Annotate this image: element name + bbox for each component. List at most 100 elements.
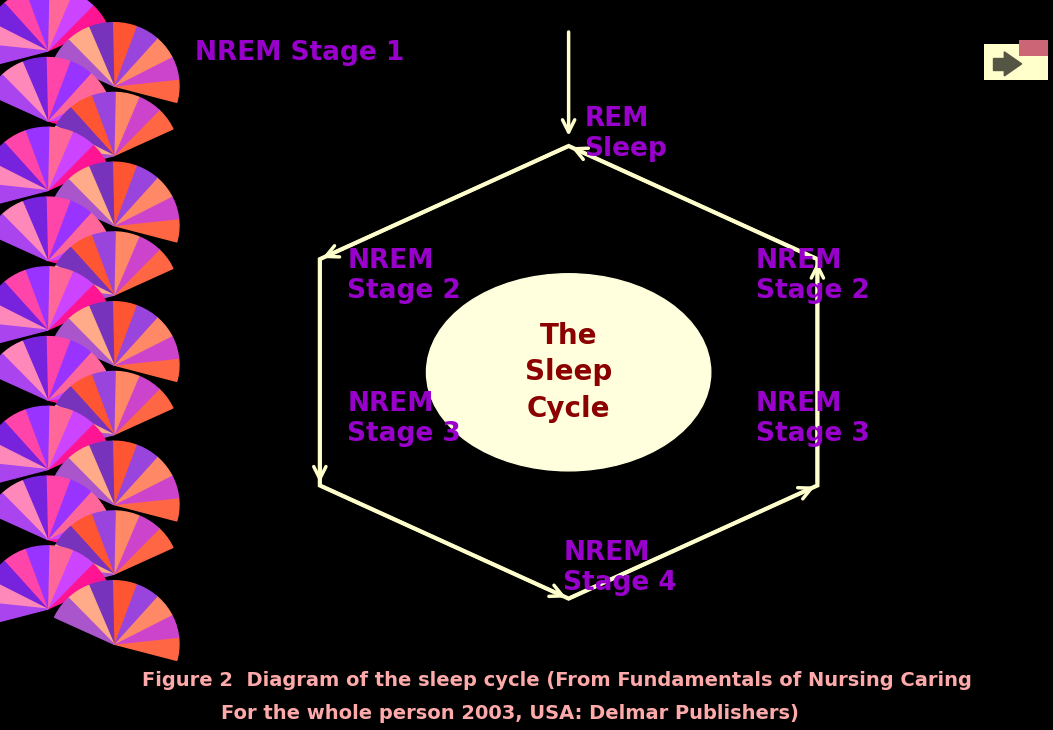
Polygon shape bbox=[56, 108, 114, 155]
Polygon shape bbox=[114, 358, 179, 381]
Polygon shape bbox=[46, 58, 69, 121]
FancyBboxPatch shape bbox=[985, 44, 1048, 80]
Polygon shape bbox=[47, 266, 73, 330]
Polygon shape bbox=[114, 232, 139, 295]
Text: REM
Sleep: REM Sleep bbox=[584, 106, 668, 162]
Text: Figure 2  Diagram of the sleep cycle (From Fundamentals of Nursing Caring: Figure 2 Diagram of the sleep cycle (Fro… bbox=[142, 671, 972, 690]
Polygon shape bbox=[55, 180, 114, 226]
Polygon shape bbox=[0, 493, 47, 539]
Polygon shape bbox=[47, 272, 93, 330]
Polygon shape bbox=[0, 161, 47, 191]
Polygon shape bbox=[0, 184, 47, 207]
Polygon shape bbox=[25, 546, 48, 609]
Polygon shape bbox=[47, 550, 93, 609]
Polygon shape bbox=[0, 463, 47, 486]
Polygon shape bbox=[4, 410, 47, 469]
Polygon shape bbox=[114, 336, 179, 365]
Polygon shape bbox=[2, 201, 47, 261]
Polygon shape bbox=[47, 127, 73, 191]
Polygon shape bbox=[55, 319, 114, 365]
Polygon shape bbox=[4, 131, 47, 191]
Polygon shape bbox=[47, 114, 113, 137]
Polygon shape bbox=[68, 585, 114, 644]
Polygon shape bbox=[114, 596, 172, 644]
Polygon shape bbox=[48, 405, 114, 435]
Polygon shape bbox=[47, 61, 91, 121]
Polygon shape bbox=[1005, 52, 1021, 76]
Polygon shape bbox=[47, 353, 105, 400]
Polygon shape bbox=[114, 457, 172, 504]
Polygon shape bbox=[2, 481, 47, 539]
Polygon shape bbox=[114, 372, 139, 435]
Polygon shape bbox=[113, 301, 136, 365]
Polygon shape bbox=[92, 511, 115, 575]
FancyBboxPatch shape bbox=[1018, 39, 1048, 56]
Polygon shape bbox=[68, 167, 114, 226]
Polygon shape bbox=[2, 62, 47, 121]
Polygon shape bbox=[48, 567, 114, 591]
Polygon shape bbox=[114, 445, 157, 504]
Polygon shape bbox=[0, 75, 47, 121]
Polygon shape bbox=[47, 532, 113, 556]
Polygon shape bbox=[114, 250, 173, 295]
Polygon shape bbox=[47, 73, 105, 121]
Polygon shape bbox=[113, 23, 136, 86]
Polygon shape bbox=[114, 637, 179, 661]
Polygon shape bbox=[47, 0, 93, 51]
Polygon shape bbox=[113, 162, 136, 226]
Polygon shape bbox=[88, 301, 114, 365]
Polygon shape bbox=[88, 580, 114, 644]
Polygon shape bbox=[68, 28, 114, 86]
Polygon shape bbox=[0, 45, 47, 67]
Polygon shape bbox=[68, 307, 114, 365]
Polygon shape bbox=[22, 197, 47, 261]
Polygon shape bbox=[25, 407, 48, 469]
Polygon shape bbox=[47, 546, 73, 609]
Polygon shape bbox=[114, 318, 172, 365]
Polygon shape bbox=[47, 132, 93, 191]
Polygon shape bbox=[55, 40, 114, 86]
Polygon shape bbox=[22, 337, 47, 400]
Polygon shape bbox=[47, 5, 106, 51]
Polygon shape bbox=[47, 407, 73, 469]
Polygon shape bbox=[114, 79, 179, 102]
Polygon shape bbox=[114, 26, 157, 86]
Polygon shape bbox=[47, 480, 91, 539]
Text: NREM
Stage 3: NREM Stage 3 bbox=[347, 391, 461, 447]
Polygon shape bbox=[114, 97, 159, 155]
Polygon shape bbox=[0, 301, 47, 330]
Polygon shape bbox=[114, 529, 173, 575]
Text: For the whole person 2003, USA: Delmar Publishers): For the whole person 2003, USA: Delmar P… bbox=[221, 704, 799, 723]
Polygon shape bbox=[48, 428, 114, 451]
Polygon shape bbox=[114, 498, 179, 521]
Polygon shape bbox=[0, 561, 47, 609]
Text: NREM
Stage 2: NREM Stage 2 bbox=[347, 248, 461, 304]
Polygon shape bbox=[114, 218, 179, 242]
Polygon shape bbox=[0, 4, 47, 51]
Polygon shape bbox=[0, 22, 47, 51]
Circle shape bbox=[426, 274, 711, 471]
Polygon shape bbox=[4, 271, 47, 330]
Polygon shape bbox=[0, 422, 47, 469]
Polygon shape bbox=[114, 376, 159, 435]
Polygon shape bbox=[47, 340, 91, 400]
Polygon shape bbox=[71, 236, 114, 295]
Polygon shape bbox=[0, 354, 47, 400]
Polygon shape bbox=[22, 58, 47, 121]
Polygon shape bbox=[88, 23, 114, 86]
Polygon shape bbox=[114, 389, 173, 435]
Polygon shape bbox=[114, 237, 159, 295]
Polygon shape bbox=[47, 201, 91, 261]
Polygon shape bbox=[48, 149, 114, 172]
Polygon shape bbox=[47, 424, 106, 469]
Text: NREM Stage 1: NREM Stage 1 bbox=[195, 40, 404, 66]
Polygon shape bbox=[48, 126, 114, 155]
Polygon shape bbox=[92, 93, 115, 155]
Polygon shape bbox=[88, 441, 114, 504]
Polygon shape bbox=[56, 387, 114, 435]
Polygon shape bbox=[25, 0, 48, 51]
Polygon shape bbox=[993, 58, 1005, 70]
Polygon shape bbox=[114, 511, 139, 575]
Polygon shape bbox=[114, 585, 157, 644]
Polygon shape bbox=[4, 550, 47, 609]
